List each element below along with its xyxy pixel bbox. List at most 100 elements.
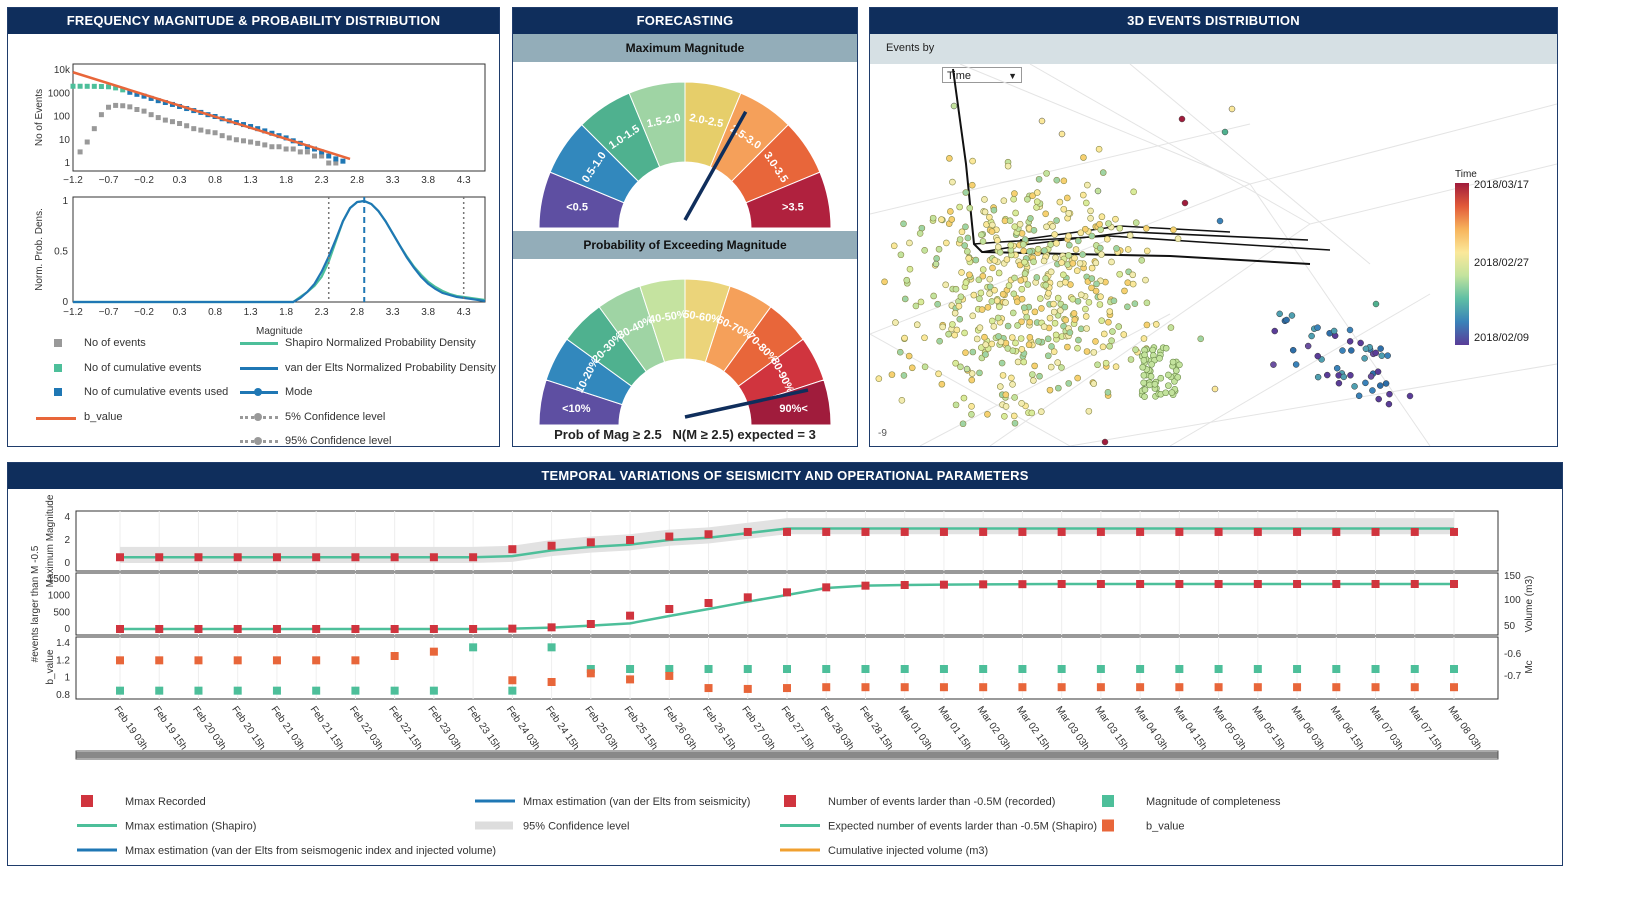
event-point [1092, 287, 1100, 295]
event-point [1052, 331, 1060, 339]
event-point [929, 214, 937, 222]
mc-point [626, 665, 635, 673]
event-point [1384, 352, 1391, 359]
data-point [212, 130, 218, 136]
y-tick-label: 0.5 [54, 247, 68, 258]
event-point [1064, 343, 1071, 351]
legend-item: Expected number of events larder than -0… [828, 821, 1097, 833]
event-point [979, 266, 987, 273]
event-point [912, 302, 920, 310]
mc-point [822, 665, 831, 673]
mmax-point [665, 532, 674, 541]
event-point [1088, 232, 1096, 240]
event-point [1109, 328, 1116, 335]
well-trajectory [981, 231, 1309, 253]
data-point [177, 120, 183, 126]
events-3d-plot[interactable] [870, 64, 1557, 446]
mc-point [1293, 665, 1302, 673]
event-point [952, 285, 960, 293]
x-tick-label: Mar 07 03h [1367, 704, 1405, 752]
event-point [950, 102, 958, 110]
event-point [1002, 403, 1010, 410]
x-tick-label: −0.2 [134, 307, 154, 318]
event-point [1197, 335, 1204, 343]
event-point [1017, 277, 1025, 284]
event-point [1054, 359, 1061, 366]
event-point [1031, 308, 1039, 316]
data-point [219, 133, 225, 139]
data-point [283, 146, 289, 152]
event-point [1074, 344, 1081, 352]
event-point [1025, 341, 1033, 349]
b-value-point [508, 676, 517, 685]
mmax-point [1096, 527, 1105, 536]
gauge-label: 40-50% [648, 308, 688, 326]
event-point [934, 300, 941, 308]
event-point [948, 216, 956, 223]
range-slider-frame [75, 750, 1499, 760]
event-point [1035, 175, 1043, 183]
forecasting-panel: FORECASTING Maximum Magnitude <0.5 0.5-1.… [512, 7, 858, 447]
event-point [969, 348, 977, 356]
event-point [1357, 339, 1364, 347]
mc-point [233, 686, 242, 695]
event-point [900, 372, 908, 379]
event-point [976, 369, 983, 377]
event-point [1030, 258, 1037, 266]
event-point [1141, 386, 1149, 393]
event-point [966, 271, 973, 279]
y-axis-label: Maximum Magnitude [45, 494, 56, 587]
event-point [989, 264, 996, 272]
event-point [1011, 274, 1018, 282]
y2-tick-label: 150 [1504, 571, 1521, 582]
event-point [1050, 348, 1058, 356]
data-point [113, 102, 119, 108]
x-tick-label: −0.2 [134, 175, 154, 186]
event-point [1216, 217, 1224, 225]
x-tick-label: Feb 20 15h [229, 704, 267, 752]
grid-line [1129, 64, 1371, 265]
mmax-point [1371, 527, 1380, 536]
x-tick-label: 3.8 [421, 307, 435, 318]
data-point [84, 83, 90, 89]
event-point [970, 291, 978, 299]
event-point [1090, 349, 1098, 356]
mmax-point [194, 553, 203, 562]
events-point [704, 599, 713, 607]
gauge-label: >3.5 [782, 202, 804, 214]
events-point [1410, 580, 1419, 588]
event-point [1082, 199, 1090, 207]
x-tick-label: Feb 21 15h [308, 704, 346, 752]
event-point [1147, 373, 1155, 380]
event-point [986, 283, 994, 291]
event-point [1132, 219, 1140, 227]
x-tick-label: 3.8 [421, 175, 435, 186]
event-point [1211, 385, 1219, 393]
event-point [977, 289, 985, 297]
event-point [1018, 295, 1026, 303]
event-point [875, 375, 883, 382]
data-point [84, 139, 90, 145]
events-by-select[interactable]: Time ▼ [942, 67, 1022, 83]
b-value-point [351, 656, 360, 665]
event-point [982, 341, 990, 349]
x-tick-label: 2.8 [350, 307, 364, 318]
event-point [1043, 170, 1050, 177]
event-point [1071, 316, 1079, 323]
data-point [340, 158, 346, 164]
event-point [1142, 276, 1149, 284]
event-point [881, 278, 888, 286]
events-point [939, 580, 948, 589]
mc-point [861, 665, 870, 673]
event-point [996, 303, 1003, 311]
event-point [1087, 207, 1094, 215]
grid-line [1029, 64, 1311, 225]
events-point [351, 625, 360, 633]
y-tick-label: 1000 [48, 88, 71, 99]
event-point [1033, 189, 1041, 196]
event-point [1054, 294, 1062, 302]
event-point [968, 403, 975, 410]
y2-tick-label: 50 [1504, 621, 1516, 632]
events-point [1175, 580, 1184, 588]
